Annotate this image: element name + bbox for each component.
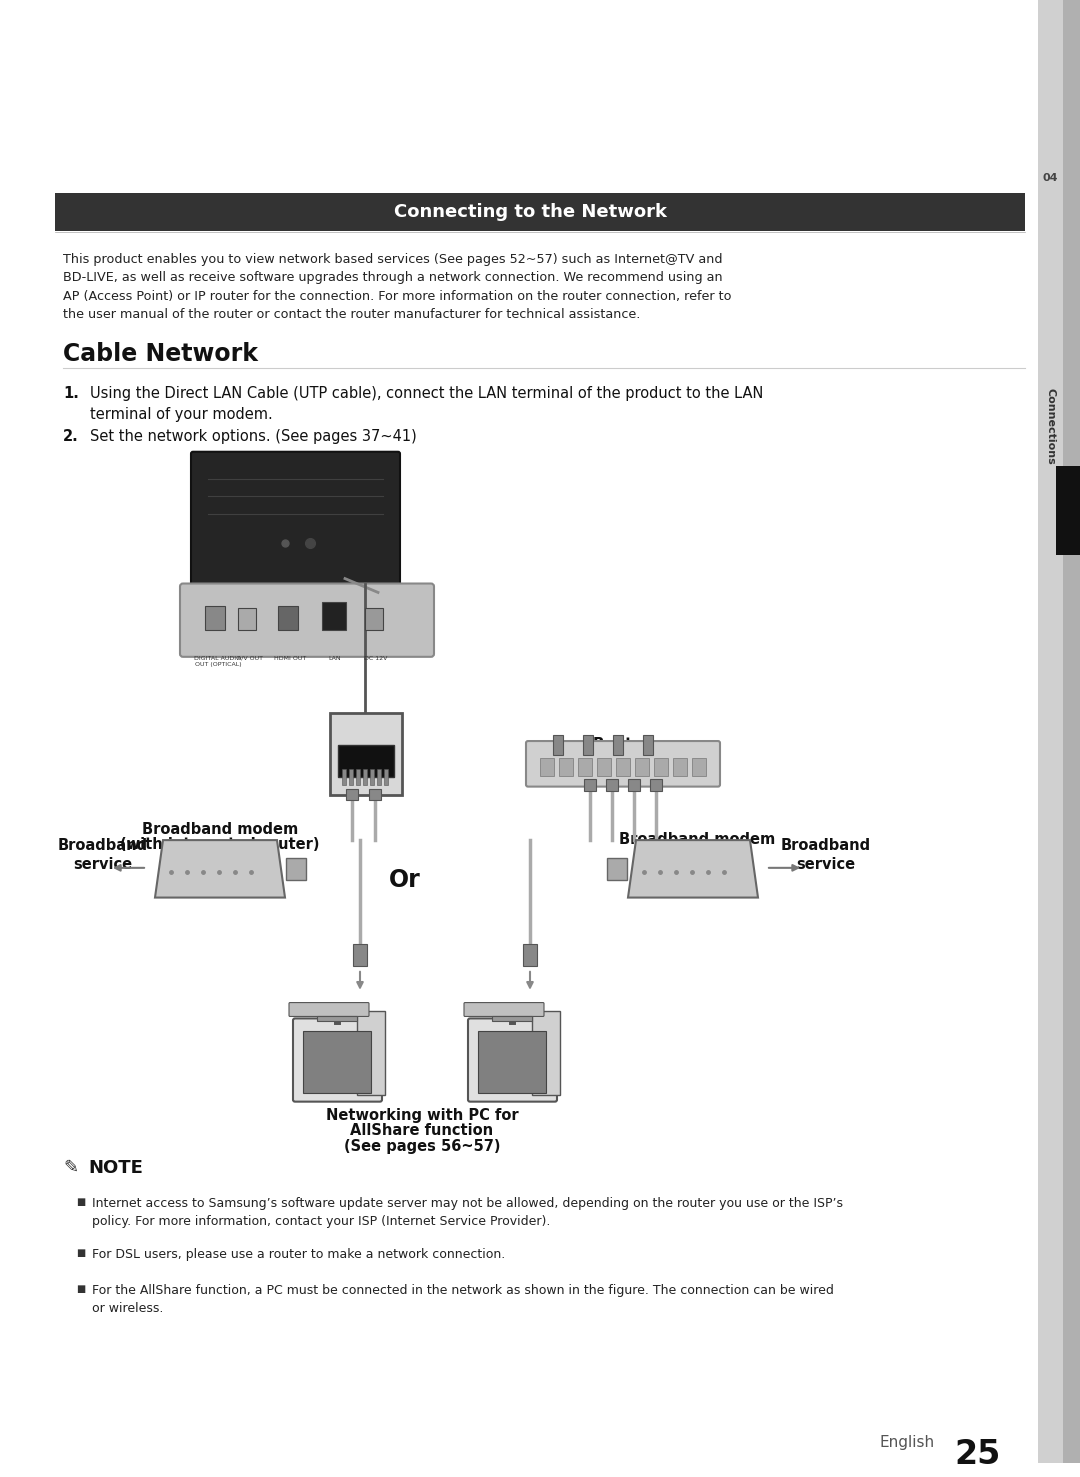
Text: 2.: 2. [63,428,79,445]
Bar [492,1016,532,1022]
Text: Internet access to Samsung’s software update server may not be allowed, dependin: Internet access to Samsung’s software up… [92,1196,843,1227]
Bar [613,736,623,755]
Bar [353,944,367,966]
Text: Router: Router [593,737,651,752]
FancyBboxPatch shape [464,1003,544,1016]
FancyBboxPatch shape [293,1019,382,1102]
Text: ✎: ✎ [63,1159,78,1177]
Text: A/V OUT: A/V OUT [237,656,264,660]
Text: Broadband modem: Broadband modem [619,832,775,848]
Polygon shape [156,840,285,898]
Bar [583,736,593,755]
Bar [606,778,618,790]
Bar [205,606,225,631]
Bar [322,603,346,631]
Bar [654,758,669,775]
Bar [532,1010,561,1094]
Text: English: English [880,1434,935,1449]
Bar [278,606,298,631]
Bar [346,789,357,801]
Bar [286,858,306,880]
Text: Broadband
service: Broadband service [781,837,872,871]
FancyBboxPatch shape [526,741,720,787]
Bar [238,609,256,631]
Bar [384,768,388,784]
Text: For the AllShare function, a PC must be connected in the network as shown in the: For the AllShare function, a PC must be … [92,1284,834,1315]
Text: 25: 25 [955,1439,1001,1471]
Text: (with integrated router): (with integrated router) [120,837,320,852]
Text: ■: ■ [76,1248,85,1258]
Text: Connecting to the Network: Connecting to the Network [393,202,666,222]
Text: Cable Network: Cable Network [63,341,258,366]
Bar [540,758,554,775]
Text: Set the network options. (See pages 37~41): Set the network options. (See pages 37~4… [90,428,417,445]
Bar [478,1031,546,1093]
Bar [650,778,662,790]
Bar [55,193,1025,230]
Text: 1.: 1. [63,387,79,402]
FancyBboxPatch shape [468,1019,557,1102]
Bar [584,778,596,790]
Bar [643,736,653,755]
Text: NOTE: NOTE [87,1159,143,1177]
Bar [303,1031,372,1093]
Bar [349,768,353,784]
Bar [627,778,640,790]
Bar [370,768,374,784]
Bar [553,736,563,755]
Text: For DSL users, please use a router to make a network connection.: For DSL users, please use a router to ma… [92,1248,505,1261]
Bar [330,713,402,795]
Bar [377,768,381,784]
FancyBboxPatch shape [289,1003,369,1016]
Bar [692,758,706,775]
Bar [369,789,381,801]
Text: This product enables you to view network based services (See pages 52~57) such a: This product enables you to view network… [63,253,731,321]
Text: AllShare function: AllShare function [350,1124,494,1139]
Bar [635,758,649,775]
Bar [523,944,537,966]
Text: DC 12V: DC 12V [364,656,388,660]
Text: Broadband modem: Broadband modem [141,823,298,837]
Text: Broadband
service: Broadband service [58,837,148,871]
Bar [338,744,394,777]
Text: ■: ■ [76,1196,85,1207]
Bar [318,1016,357,1022]
Text: LAN: LAN [328,656,341,660]
Bar [673,758,687,775]
Bar [578,758,592,775]
Text: (See pages 56~57): (See pages 56~57) [343,1139,500,1155]
Bar [1038,0,1063,1464]
Text: HDMI OUT: HDMI OUT [274,656,306,660]
Bar [616,758,630,775]
Text: 04: 04 [1042,173,1057,183]
Bar [356,768,360,784]
Text: Connections: Connections [1045,387,1055,464]
Bar [365,609,383,631]
Bar [559,758,573,775]
Text: Networking with PC for: Networking with PC for [326,1108,518,1123]
Text: DIGITAL AUDIO
OUT (OPTICAL): DIGITAL AUDIO OUT (OPTICAL) [194,656,242,666]
Text: Using the Direct LAN Cable (UTP cable), connect the LAN terminal of the product : Using the Direct LAN Cable (UTP cable), … [90,387,764,422]
Bar [597,758,611,775]
Bar [1063,0,1080,1464]
FancyBboxPatch shape [180,583,434,657]
FancyBboxPatch shape [191,452,400,589]
Bar [607,858,627,880]
Text: Or: Or [389,867,421,892]
Bar [357,1010,384,1094]
Bar [363,768,367,784]
Polygon shape [627,840,758,898]
Bar [342,768,346,784]
Bar [1056,465,1080,555]
Text: ■: ■ [76,1284,85,1294]
